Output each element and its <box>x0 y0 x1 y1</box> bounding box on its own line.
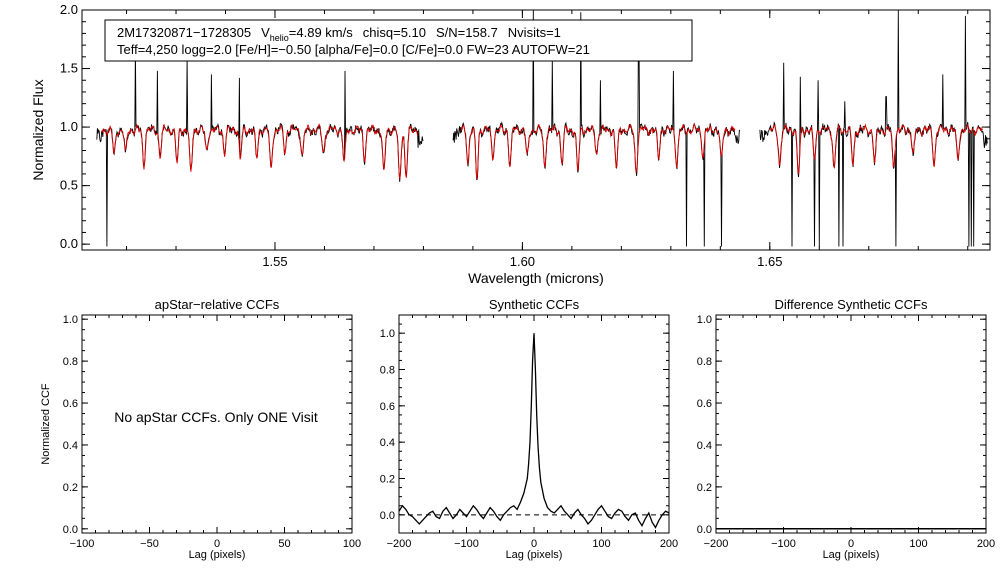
synthetic-ccf-x-tick-label: −100 <box>454 538 479 550</box>
difference-ccf-y-tick-label: 1.0 <box>697 314 712 326</box>
difference-ccf-y-tick-label: 0.2 <box>697 482 712 494</box>
spectrum-frame <box>81 9 991 251</box>
vhelio-symbol: V <box>261 25 270 40</box>
synthetic-ccf-y-tick-label: 0.8 <box>380 365 395 377</box>
synthetic-ccf-x-tick-label: 100 <box>592 538 610 550</box>
synthetic-ccf-x-tick-label: 200 <box>660 538 678 550</box>
apstar-ccf-x-tick-label: −50 <box>140 538 159 550</box>
star-id: 2M17320871−1728305 <box>117 25 251 40</box>
synthetic-ccf-y-tick-label: 0.0 <box>380 510 395 522</box>
no-ccf-message: No apStar CCFs. Only ONE Visit <box>114 409 318 425</box>
spectrum-data <box>96 9 988 247</box>
model-spectrum-line <box>769 123 983 175</box>
spectrum-y-tick-label: 1.5 <box>60 61 78 76</box>
synthetic-ccf-y-tick-label: 0.4 <box>380 437 395 449</box>
synthetic-ccf-y-tick-label: 0.2 <box>380 474 395 486</box>
apstar-ccf-x-tick-label: −100 <box>70 538 95 550</box>
spectrum-y-axis-label: Normalized Flux <box>30 79 46 180</box>
difference-ccf-title: Difference Synthetic CCFs <box>775 297 928 312</box>
difference-ccf-y-tick-label: 0.0 <box>697 524 712 536</box>
spectrum-x-tick-label: 1.60 <box>510 254 535 269</box>
apstar-ccf-frame <box>81 314 353 534</box>
spectrum-ticks: 1.55 1.60 1.65 0.0 0.5 1.0 1.5 2.0 <box>60 2 990 269</box>
apstar-ccf-y-tick-label: 0.6 <box>63 398 78 410</box>
difference-ccf-x-tick-label: 100 <box>909 538 927 550</box>
synthetic-ccf-panel: Synthetic CCFs −200 −100 0 100 200 0.0 0.2 0.4 0… <box>380 297 678 561</box>
synthetic-ccf-y-tick-label: 0.6 <box>380 401 395 413</box>
apstar-ccf-x-tick-label: 100 <box>343 538 361 550</box>
spectrum-panel: 1.55 1.60 1.65 0.0 0.5 1.0 1.5 2.0 2M17320871−1… <box>30 2 991 286</box>
chisq-value: chisq=5.10 <box>363 25 426 40</box>
synthetic-ccf-y-tick-label: 1.0 <box>380 328 395 340</box>
apstar-ccf-panel: apStar−relative CCFs −100 −50 0 50 100 0.0 0.2… <box>40 297 361 561</box>
snr-value: S/N=158.7 <box>436 25 498 40</box>
model-spectrum-line <box>460 123 736 180</box>
apstar-ccf-y-axis-label: Normalized CCF <box>40 383 52 465</box>
synthetic-ccf-frame <box>398 314 670 534</box>
apstar-ccf-y-tick-label: 0.0 <box>63 524 78 536</box>
spectrum-y-tick-label: 0.0 <box>60 236 78 251</box>
synthetic-ccf-title: Synthetic CCFs <box>489 297 580 312</box>
vhelio-subscript: helio <box>270 33 289 43</box>
synthetic-ccf-x-axis-label: Lag (pixels) <box>506 549 563 561</box>
apstar-ccf-y-tick-label: 0.2 <box>63 482 78 494</box>
vhelio-value: =4.89 km/s <box>289 25 353 40</box>
apstar-ccf-x-tick-label: 50 <box>278 538 290 550</box>
difference-ccf-panel: Difference Synthetic CCFs −200 −100 0 100 20… <box>697 297 995 561</box>
difference-ccf-x-tick-label: 200 <box>977 538 995 550</box>
difference-ccf-y-tick-label: 0.4 <box>697 440 712 452</box>
spectrum-info-box: 2M17320871−1728305 Vhelio=4.89 km/s chisq=… <box>104 19 693 62</box>
spectrum-y-tick-label: 1.0 <box>60 119 78 134</box>
apstar-ccf-y-tick-label: 1.0 <box>63 314 78 326</box>
spectrum-x-tick-label: 1.55 <box>262 254 287 269</box>
difference-ccf-y-tick-label: 0.8 <box>697 356 712 368</box>
synthetic-ccf-data <box>398 333 670 529</box>
synthetic-ccf-x-tick-label: −200 <box>387 538 412 550</box>
model-spectrum-line <box>101 123 419 180</box>
difference-ccf-x-tick-label: 0 <box>848 538 854 550</box>
spectrum-x-tick-label: 1.65 <box>757 254 782 269</box>
spectrum-y-tick-label: 0.5 <box>60 178 78 193</box>
stellar-parameters-text: Teff=4,250 logg=2.0 [Fe/H]=−0.50 [alpha/… <box>117 42 590 57</box>
apstar-ccf-x-tick-label: 0 <box>214 538 220 550</box>
difference-ccf-x-tick-label: −200 <box>704 538 729 550</box>
difference-ccf-x-axis-label: Lag (pixels) <box>823 549 880 561</box>
difference-ccf-frame <box>715 314 987 534</box>
spectrum-y-tick-label: 2.0 <box>60 2 78 17</box>
spectrum-info-line-1: 2M17320871−1728305 Vhelio=4.89 km/s chisq=… <box>117 25 561 43</box>
apstar-ccf-y-tick-label: 0.4 <box>63 440 78 452</box>
nvisits-value: Nvisits=1 <box>508 25 561 40</box>
apstar-ccf-y-tick-label: 0.8 <box>63 356 78 368</box>
spectrum-info-frame <box>104 19 693 62</box>
difference-ccf-y-tick-label: 0.6 <box>697 398 712 410</box>
spectrum-x-axis-label: Wavelength (microns) <box>468 270 604 286</box>
synthetic-ccf-line <box>398 333 670 529</box>
synthetic-ccf-x-tick-label: 0 <box>531 538 537 550</box>
difference-ccf-x-tick-label: −100 <box>771 538 796 550</box>
apstar-ccf-x-axis-label: Lag (pixels) <box>189 549 246 561</box>
synthetic-ccf-ticks: −200 −100 0 100 200 0.0 0.2 0.4 0.6 0.8 1.0 <box>380 314 678 550</box>
apstar-ccf-title: apStar−relative CCFs <box>155 297 280 312</box>
